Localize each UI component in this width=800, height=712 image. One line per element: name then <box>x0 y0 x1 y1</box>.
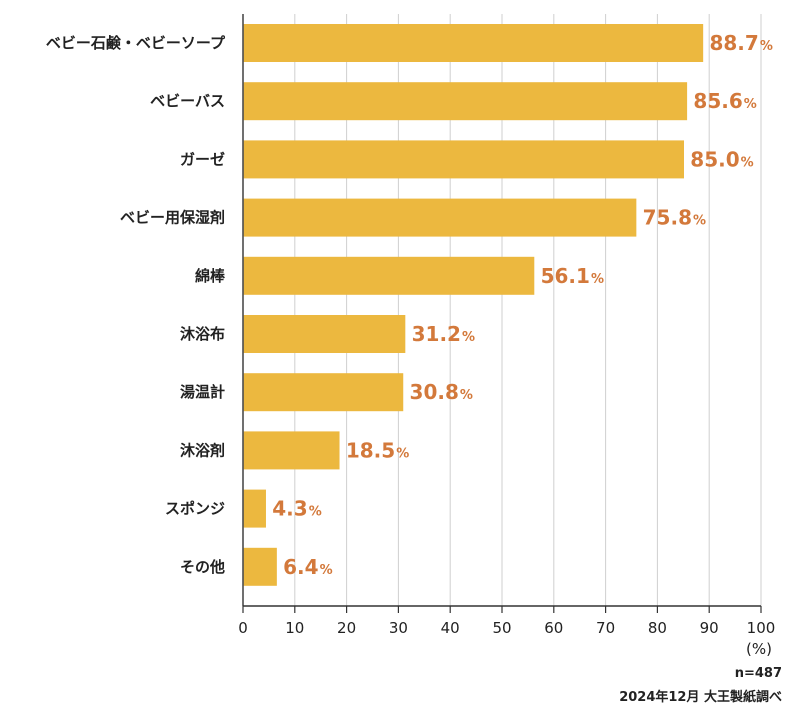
bar <box>243 431 340 470</box>
value-label: 88.7% <box>709 31 772 55</box>
value-label: 30.8% <box>410 380 473 404</box>
bar <box>243 256 535 295</box>
bar <box>243 315 406 353</box>
value-label: 18.5% <box>346 438 409 462</box>
bar <box>243 547 277 586</box>
bar <box>243 489 266 528</box>
bar <box>243 373 404 412</box>
value-label: 75.8% <box>643 206 706 230</box>
x-tick-label: 80 <box>648 619 667 637</box>
x-tick-label: 0 <box>238 619 248 637</box>
bar <box>243 24 704 62</box>
x-tick-label: 10 <box>285 619 304 637</box>
value-label: 85.6% <box>693 89 756 113</box>
category-label: ガーゼ <box>180 150 225 168</box>
value-label: 31.2% <box>412 322 475 346</box>
x-tick-label: 100 <box>747 619 776 637</box>
x-axis: 0 10 20 30 40 50 60 70 80 90 100 (%) <box>238 14 775 658</box>
sample-size-note: n=487 <box>734 666 782 681</box>
category-label: スポンジ <box>165 500 225 518</box>
category-label: その他 <box>180 558 225 576</box>
x-tick-label: 70 <box>596 619 615 637</box>
bar <box>243 82 688 121</box>
x-tick-label: 40 <box>441 619 460 637</box>
x-tick-label: 30 <box>389 619 408 637</box>
bars: 88.7% 85.6% 85.0% 75.8% 56.1% 31.2% 30.8% 18.5%… <box>243 24 773 586</box>
category-label: 沐浴剤 <box>180 441 225 459</box>
value-label: 6.4% <box>283 555 332 579</box>
value-label: 85.0% <box>690 147 753 171</box>
x-unit-label: (%) <box>746 640 772 658</box>
category-label: ベビー石鹸・ベビーソープ <box>46 34 226 52</box>
category-label: ベビー用保湿剤 <box>120 209 225 227</box>
category-label: 綿棒 <box>195 267 226 285</box>
bar <box>243 140 684 179</box>
category-labels: ベビー石鹸・ベビーソープベビーバスガーゼベビー用保湿剤綿棒沐浴布湯温計沐浴剤スポ… <box>46 34 226 576</box>
category-label: 沐浴布 <box>180 325 225 343</box>
x-tick-label: 50 <box>492 619 511 637</box>
source-note: 2024年12月 大王製紙調べ <box>619 690 782 705</box>
bar <box>243 198 637 237</box>
x-tick-label: 60 <box>544 619 563 637</box>
category-label: ベビーバス <box>150 92 225 110</box>
x-tick-label: 90 <box>700 619 719 637</box>
x-tick-label: 20 <box>337 619 356 637</box>
value-label: 56.1% <box>541 264 604 288</box>
value-label: 4.3% <box>272 497 321 521</box>
category-label: 湯温計 <box>180 383 225 401</box>
